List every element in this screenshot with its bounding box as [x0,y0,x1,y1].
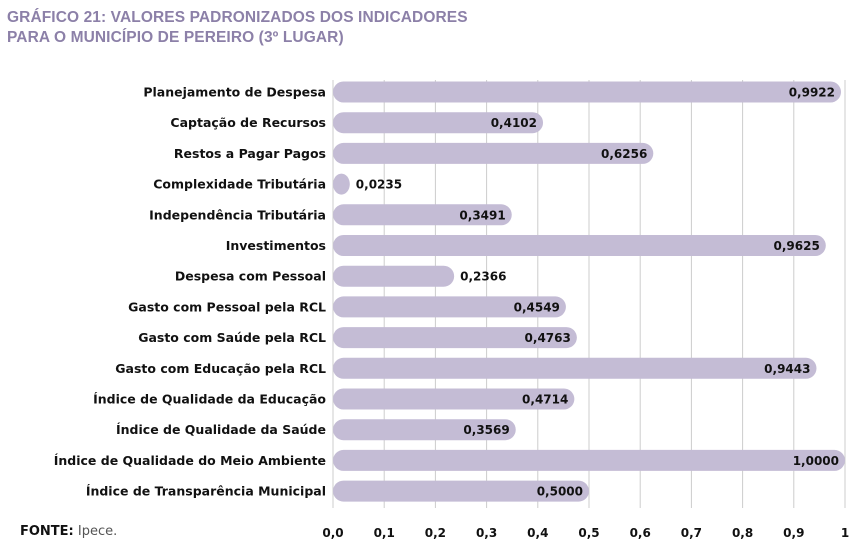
x-tick-label: 0,9 [783,526,804,540]
source-note: FONTE: Ipece. [20,524,117,539]
x-tick-label: 1 [841,526,849,540]
category-label: Gasto com Saúde pela RCL [138,330,326,345]
x-tick-label: 0,8 [732,526,753,540]
x-tick-label: 0,4 [527,526,548,540]
source-text: Ipece. [77,524,118,539]
data-label: 0,3569 [463,423,509,437]
data-label: 0,9625 [773,239,819,253]
category-label: Índice de Qualidade da Saúde [116,422,326,437]
bar [333,357,817,379]
category-label: Índice de Qualidade da Educação [93,392,326,407]
x-tick-label: 0,6 [630,526,651,540]
data-label: 0,0235 [356,178,402,192]
category-label: Gasto com Educação pela RCL [115,361,326,376]
bar [333,173,350,195]
data-label: 0,6256 [601,147,647,161]
data-label: 0,4102 [491,116,537,130]
data-label: 0,9443 [764,362,810,376]
category-label: Investimentos [226,238,326,253]
x-tick-label: 0,1 [374,526,395,540]
x-tick-label: 0,0 [322,526,343,540]
category-label: Despesa com Pessoal [175,269,326,284]
category-label: Índice de Transparência Municipal [86,484,326,499]
x-tick-label: 0,3 [476,526,497,540]
x-tick-label: 0,7 [681,526,702,540]
data-label: 0,4714 [522,393,568,407]
bar [333,480,589,502]
chart-title: GRÁFICO 21: VALORES PADRONIZADOS DOS IND… [7,8,468,48]
data-label: 0,4763 [525,331,571,345]
bar [333,449,845,471]
bar [333,142,654,164]
bar [333,112,544,134]
data-label: 0,5000 [537,485,583,499]
bar [333,265,455,287]
data-label: 0,9922 [789,86,835,100]
category-label: Gasto com Pessoal pela RCL [128,299,326,314]
bar [333,296,566,318]
category-label: Independência Tributária [149,207,326,222]
x-tick-label: 0,2 [425,526,446,540]
data-label: 0,3491 [459,208,505,222]
category-label: Complexidade Tributária [153,177,326,192]
bar [333,235,826,256]
category-label: Restos a Pagar Pagos [174,146,326,161]
data-label: 1,0000 [793,454,839,468]
bar [333,81,842,103]
category-label: Captação de Recursos [170,115,326,130]
bar [333,204,512,226]
bar [333,327,577,349]
data-label: 0,4549 [514,300,560,314]
source-label: FONTE: [20,524,74,539]
title-line-1: GRÁFICO 21: VALORES PADRONIZADOS DOS IND… [7,9,468,26]
x-tick-label: 0,5 [578,526,599,540]
bar [333,388,575,410]
title-line-2: PARA O MUNICÍPIO DE PEREIRO (3º LUGAR) [7,29,344,46]
bar [333,419,516,441]
data-label: 0,2366 [460,270,506,284]
category-label: Índice de Qualidade do Meio Ambiente [54,453,326,468]
category-label: Planejamento de Despesa [143,85,326,100]
